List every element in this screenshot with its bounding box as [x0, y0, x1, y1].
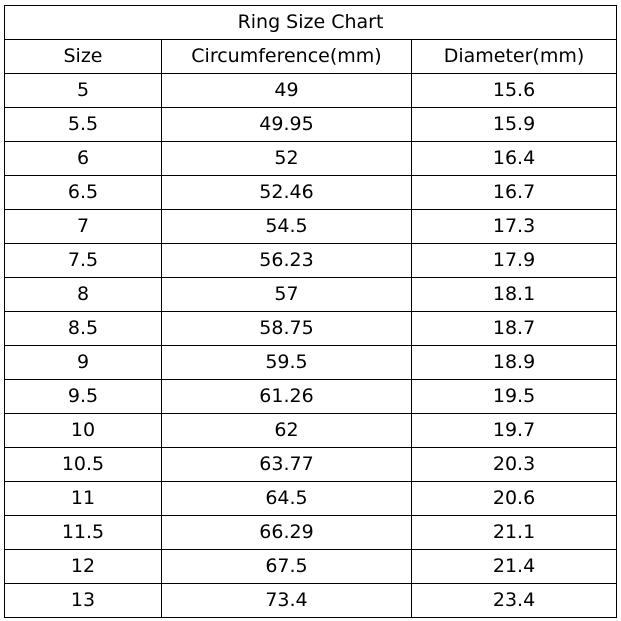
title-row: Ring Size Chart — [3, 5, 618, 40]
cell-size: 11 — [4, 481, 162, 516]
table-row: 6.5 52.46 16.7 — [4, 175, 618, 210]
table-row: 11.5 66.29 21.1 — [4, 515, 618, 550]
cell-diameter: 18.7 — [410, 311, 618, 346]
cell-circumference: 63.77 — [161, 447, 412, 482]
cell-size: 8 — [4, 277, 162, 312]
cell-diameter: 15.9 — [410, 107, 618, 142]
cell-size: 9.5 — [4, 379, 162, 414]
cell-diameter: 20.6 — [410, 481, 618, 516]
cell-size: 11.5 — [4, 515, 162, 550]
cell-diameter: 20.3 — [410, 447, 618, 482]
table-row: 7.5 56.23 17.9 — [4, 243, 618, 278]
cell-diameter: 17.9 — [410, 243, 618, 278]
cell-diameter: 21.1 — [410, 515, 618, 550]
cell-circumference: 67.5 — [161, 549, 412, 584]
cell-size: 12 — [4, 549, 162, 584]
cell-circumference: 49 — [161, 73, 412, 108]
cell-diameter: 15.6 — [410, 73, 618, 108]
table-row: 12 67.5 21.4 — [4, 549, 618, 584]
table-row: 8.5 58.75 18.7 — [4, 311, 618, 346]
ring-size-table: Ring Size Chart Size Circumference(mm) D… — [3, 5, 618, 618]
table-title: Ring Size Chart — [3, 5, 618, 40]
table-row: 5.5 49.95 15.9 — [4, 107, 618, 142]
table-row: 9 59.5 18.9 — [4, 345, 618, 380]
cell-diameter: 18.1 — [410, 277, 618, 312]
cell-size: 10.5 — [4, 447, 162, 482]
table-row: 6 52 16.4 — [4, 141, 618, 176]
cell-circumference: 56.23 — [161, 243, 412, 278]
cell-circumference: 58.75 — [161, 311, 412, 346]
header-row: Size Circumference(mm) Diameter(mm) — [4, 39, 618, 74]
header-size: Size — [4, 39, 162, 74]
cell-diameter: 18.9 — [410, 345, 618, 380]
table-row: 8 57 18.1 — [4, 277, 618, 312]
table-row: 10.5 63.77 20.3 — [4, 447, 618, 482]
header-diameter: Diameter(mm) — [410, 39, 618, 74]
cell-diameter: 23.4 — [410, 583, 618, 618]
cell-circumference: 49.95 — [161, 107, 412, 142]
cell-size: 13 — [4, 583, 162, 618]
cell-diameter: 17.3 — [410, 209, 618, 244]
cell-circumference: 64.5 — [161, 481, 412, 516]
cell-circumference: 59.5 — [161, 345, 412, 380]
cell-circumference: 61.26 — [161, 379, 412, 414]
cell-diameter: 16.4 — [410, 141, 618, 176]
table-row: 13 73.4 23.4 — [4, 583, 618, 618]
cell-size: 7.5 — [4, 243, 162, 278]
cell-circumference: 52 — [161, 141, 412, 176]
cell-diameter: 19.5 — [410, 379, 618, 414]
cell-circumference: 57 — [161, 277, 412, 312]
cell-size: 8.5 — [4, 311, 162, 346]
cell-size: 7 — [4, 209, 162, 244]
cell-diameter: 19.7 — [410, 413, 618, 448]
table-row: 5 49 15.6 — [4, 73, 618, 108]
cell-size: 9 — [4, 345, 162, 380]
cell-size: 6 — [4, 141, 162, 176]
table-row: 11 64.5 20.6 — [4, 481, 618, 516]
cell-diameter: 21.4 — [410, 549, 618, 584]
table-row: 10 62 19.7 — [4, 413, 618, 448]
cell-size: 6.5 — [4, 175, 162, 210]
cell-size: 5 — [4, 73, 162, 108]
cell-circumference: 73.4 — [161, 583, 412, 618]
table-row: 7 54.5 17.3 — [4, 209, 618, 244]
cell-diameter: 16.7 — [410, 175, 618, 210]
cell-circumference: 54.5 — [161, 209, 412, 244]
cell-circumference: 52.46 — [161, 175, 412, 210]
cell-size: 10 — [4, 413, 162, 448]
cell-size: 5.5 — [4, 107, 162, 142]
table-body: 5 49 15.6 5.5 49.95 15.9 6 52 16.4 6.5 52.46 16.7 7 5… — [4, 73, 618, 618]
cell-circumference: 66.29 — [161, 515, 412, 550]
header-circumference: Circumference(mm) — [161, 39, 412, 74]
cell-circumference: 62 — [161, 413, 412, 448]
table-row: 9.5 61.26 19.5 — [4, 379, 618, 414]
